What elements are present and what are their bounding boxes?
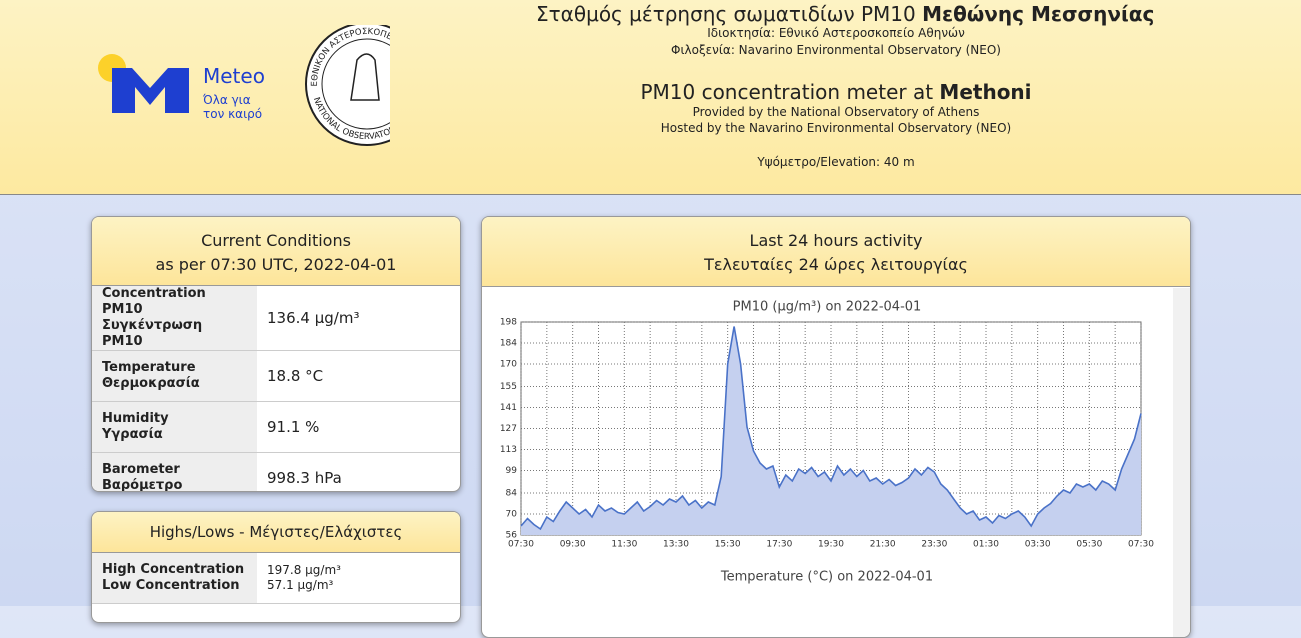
seal-ring: [321, 38, 390, 130]
chart-title: Temperature (°C) on 2022-04-01: [720, 570, 933, 585]
y-tick-label: 155: [500, 382, 517, 392]
y-tick-label: 170: [500, 360, 517, 370]
highs-table: High Concentration Low Concentration 197.…: [92, 553, 460, 604]
owner: Ιδιοκτησία: Εθνικό Αστεροσκοπείο Αθηνών: [707, 26, 965, 40]
y-tick-label: 56: [506, 531, 518, 541]
row: Temperature Θερμοκρασία 18.8 °C: [92, 350, 460, 402]
title: Σταθμός μέτρησης σωματιδίων PM10 Μεθώνης…: [536, 2, 1154, 26]
x-tick-label: 17:30: [766, 540, 792, 550]
row-value: 18.8 °C: [257, 350, 460, 402]
y-tick-label: 198: [500, 318, 517, 328]
logo-slogan: Όλα για: [202, 93, 251, 107]
title-bold: Methoni: [939, 80, 1032, 104]
chart: PM10 (μg/m³) on 2022-04-01 56 70 84 99 113 127…: [500, 300, 1154, 585]
y-tick-label: 99: [506, 466, 518, 476]
x-tick-label: 15:30: [715, 540, 741, 550]
label: Low Concentration: [102, 577, 240, 593]
value: 197.8 μg/m³: [267, 562, 341, 577]
x-tick-label: 09:30: [560, 540, 586, 550]
title-text: Σταθμός μέτρησης σωματιδίων PM10: [536, 2, 916, 26]
scrollbar[interactable]: [1173, 288, 1190, 637]
label: High Concentration: [102, 561, 245, 577]
header: Meteo Όλα για τον καιρό ΕΘΝΙΚΟΝ ΑΣΤΕΡΟΣΚ…: [0, 0, 1301, 195]
logos: Meteo Όλα για τον καιρό ΕΘΝΙΚΟΝ ΑΣΤΕΡΟΣΚ…: [98, 25, 390, 146]
x-tick-label: 21:30: [870, 540, 896, 550]
seal-figure: [350, 53, 380, 101]
y-tick-label: 127: [500, 424, 517, 434]
panel-subtitle: Τελευταίες 24 ώρες λειτουργίας: [704, 255, 968, 274]
y-tick-label: 184: [500, 339, 517, 349]
row-label: Concentration PM10 Συγκέντρωση PM10: [92, 286, 257, 351]
y-tick-label: 70: [506, 510, 518, 520]
host: Φιλοξενία: Navarino Environmental Observ…: [671, 43, 1001, 57]
elevation: Υψόμετρο/Elevation: 40 m: [757, 155, 915, 169]
title-text: PM10 concentration meter at: [640, 80, 934, 104]
title-en: PM10 concentration meter at Methoni: [536, 80, 1136, 104]
x-tick-label: 19:30: [818, 540, 844, 550]
line: [520, 326, 1142, 531]
x-tick-label: 23:30: [921, 540, 947, 550]
row: High Concentration Low Concentration 197.…: [92, 553, 460, 604]
panel-title: Last 24 hours activity: [749, 231, 923, 250]
highs-panel: Highs/Lows - Μέγιστες/Ελάχιστες High Con…: [91, 511, 461, 623]
area: [521, 326, 1141, 535]
panel-header: Last 24 hours activity Τελευταίες 24 ώρε…: [482, 217, 1190, 287]
hosted: Hosted by the Navarino Environmental Obs…: [660, 121, 1012, 135]
label: Θερμοκρασία: [102, 376, 200, 391]
row: Humidity Υγρασία 91.1 %: [92, 401, 460, 453]
panel-header: Current Conditions as per 07:30 UTC, 202…: [92, 217, 460, 286]
y-tick-label: 141: [500, 403, 517, 413]
logo-text: Meteo: [203, 64, 265, 88]
label: Barometer: [102, 462, 180, 477]
x-tick-label: 07:30: [508, 540, 534, 550]
label: Temperature: [102, 360, 196, 375]
x-tick-label: 03:30: [1025, 540, 1051, 550]
panel-title: Current Conditions: [201, 231, 351, 250]
row: Concentration PM10 Συγκέντρωση PM10 136.4 …: [92, 286, 460, 351]
row-label: High Concentration Low Concentration: [92, 553, 257, 604]
x-tick-label: 01:30: [973, 540, 999, 550]
panel-subtitle: as per 07:30 UTC, 2022-04-01: [155, 255, 397, 274]
chart-title: PM10 (μg/m³) on 2022-04-01: [733, 300, 922, 315]
y-tick-label: 84: [506, 489, 518, 499]
label: Concentration PM10: [102, 286, 206, 317]
current-table: Concentration PM10 Συγκέντρωση PM10 136.4 …: [92, 286, 460, 492]
row-label: Humidity Υγρασία: [92, 401, 257, 453]
panel-header: Highs/Lows - Μέγιστες/Ελάχιστες: [92, 512, 460, 553]
x-tick-label: 05:30: [1076, 540, 1102, 550]
label: Βαρόμετρο: [102, 478, 183, 492]
x-tick-label: 11:30: [611, 540, 637, 550]
activity-panel: Last 24 hours activity Τελευταίες 24 ώρε…: [481, 216, 1191, 638]
x-tick-label: 13:30: [663, 540, 689, 550]
label: Συγκέντρωση PM10: [102, 318, 203, 349]
row-value: 998.3 hPa: [257, 452, 460, 491]
x-tick-label: 07:30: [1128, 540, 1154, 550]
logo-slogan: τον καιρό: [203, 107, 262, 121]
y-tick-label: 113: [500, 445, 517, 455]
row-label: Barometer Βαρόμετρο: [92, 452, 257, 492]
value: 57.1 μg/m³: [267, 577, 334, 592]
label: Υγρασία: [102, 427, 163, 442]
provided: Provided by the National Observatory of …: [692, 105, 980, 119]
row-label: Temperature Θερμοκρασία: [92, 350, 257, 402]
title-bold: Μεθώνης Μεσσηνίας: [922, 2, 1155, 26]
row: Barometer Βαρόμετρο 998.3 hPa: [92, 452, 460, 492]
logo-m: [112, 68, 189, 113]
row-value: 91.1 %: [257, 401, 460, 453]
row-value: 197.8 μg/m³ 57.1 μg/m³: [257, 553, 460, 604]
current-panel: Current Conditions as per 07:30 UTC, 202…: [91, 216, 461, 492]
label: Humidity: [102, 411, 169, 426]
row-value: 136.4 μg/m³: [257, 286, 460, 351]
